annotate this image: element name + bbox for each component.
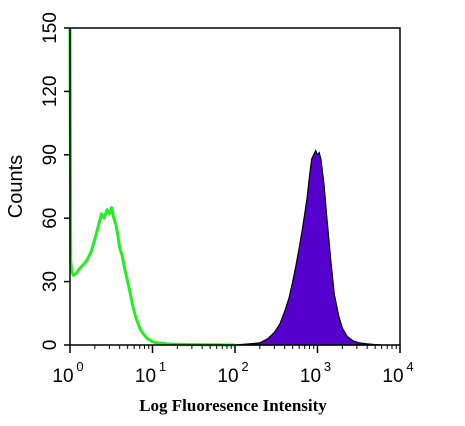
x-tick-label: 10 — [135, 366, 156, 387]
y-axis: 0 30 60 90 120 150 — [40, 12, 70, 350]
x-tick-label: 10 — [382, 366, 403, 387]
x-tick-label: 10 — [52, 366, 73, 387]
series-filled-histogram — [234, 149, 382, 346]
series-outline-histogram — [68, 27, 235, 347]
x-axis: 10 0 10 1 10 2 10 3 10 4 — [52, 345, 414, 387]
y-tick-label: 60 — [40, 208, 61, 229]
y-tick-label: 150 — [40, 12, 61, 44]
y-tick-label: 30 — [40, 271, 61, 292]
x-tick-exponent: 2 — [241, 359, 248, 374]
x-tick-exponent: 3 — [324, 359, 331, 374]
x-tick-label: 10 — [300, 366, 321, 387]
x-tick-exponent: 1 — [159, 359, 166, 374]
y-axis-label: Counts — [5, 155, 27, 218]
plot-frame — [69, 27, 401, 346]
y-tick-label: 90 — [40, 144, 61, 165]
x-tick-label: 10 — [217, 366, 238, 387]
y-tick-label: 120 — [40, 76, 61, 108]
plot-area — [68, 27, 382, 347]
x-tick-exponent: 0 — [76, 359, 83, 374]
x-tick-exponent: 4 — [406, 359, 413, 374]
x-axis-label: Log Fluoresence Intensity — [139, 396, 327, 415]
y-tick-label: 0 — [40, 340, 61, 351]
